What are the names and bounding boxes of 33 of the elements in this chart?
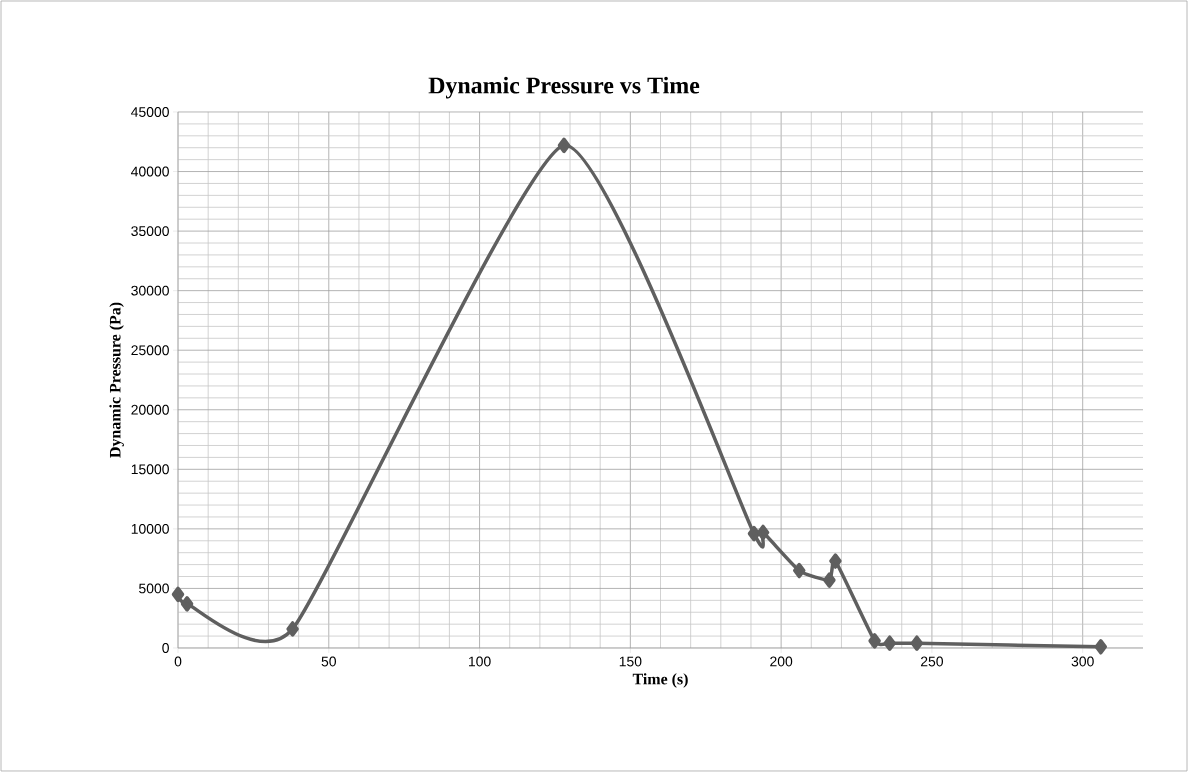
point <box>747 525 761 542</box>
point <box>910 635 924 651</box>
x-tick-label: 150 <box>619 656 642 667</box>
y-tick-label: 10000 <box>131 523 169 534</box>
y-tick-label: 40000 <box>131 166 169 177</box>
y-tick-label: 0 <box>162 643 169 653</box>
y-tick-label: 45000 <box>131 107 169 117</box>
y-tick-label: 5000 <box>139 583 169 594</box>
point <box>823 572 836 588</box>
point <box>286 621 299 637</box>
point <box>756 524 770 541</box>
point <box>883 635 896 651</box>
point <box>792 562 806 579</box>
point <box>829 553 842 569</box>
y-tick-label: 20000 <box>131 404 169 415</box>
y-axis-title: Dynamic Pressure (Pa) <box>109 302 124 458</box>
x-axis-title: Time (s) <box>632 673 688 688</box>
x-tick-label: 200 <box>770 656 793 667</box>
x-tick-label: 300 <box>1071 656 1094 667</box>
x-tick-label: 250 <box>920 656 944 667</box>
point <box>180 596 194 612</box>
point <box>868 633 881 649</box>
point <box>171 586 185 603</box>
chart-title: Dynamic Pressure vs Time <box>428 76 700 99</box>
point <box>1094 639 1108 655</box>
x-tick-label: 100 <box>469 656 491 667</box>
x-tick-label: 0 <box>174 656 182 667</box>
y-tick-label: 30000 <box>131 285 169 296</box>
y-tick-label: 35000 <box>131 226 169 237</box>
y-tick-label: 25000 <box>131 345 169 356</box>
y-tick-label: 15000 <box>131 464 169 475</box>
point <box>557 137 571 154</box>
x-tick-label: 50 <box>321 656 337 667</box>
